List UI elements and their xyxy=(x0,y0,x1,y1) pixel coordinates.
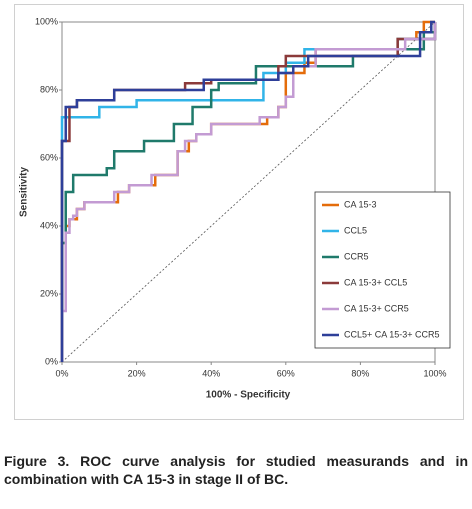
legend-label: CA 15-3+ CCL5 xyxy=(344,277,407,287)
x-tick-label: 80% xyxy=(351,368,369,378)
x-axis-title: 100% - Specificity xyxy=(206,390,291,401)
legend-box xyxy=(314,191,451,349)
x-tick-label: 60% xyxy=(277,368,295,378)
x-tick-label: 100% xyxy=(423,368,446,378)
y-tick-label: 60% xyxy=(40,152,58,162)
roc-curve xyxy=(60,20,435,362)
chart-frame xyxy=(14,4,464,420)
legend-label: CCR5 xyxy=(344,251,369,261)
x-tick-label: 20% xyxy=(128,368,146,378)
y-tick-label: 80% xyxy=(40,84,58,94)
chart: 100% - Specificity Sensitivity 0% 20% 40% 6… xyxy=(19,16,451,401)
y-tick-label: 40% xyxy=(40,220,58,230)
y-tick-label: 20% xyxy=(40,288,58,298)
legend-label: CCL5 xyxy=(344,225,367,235)
legend-label: CA 15-3 xyxy=(344,199,377,209)
figure-caption: Figure 3. ROC curve analysis for studied… xyxy=(4,453,468,487)
y-tick-label: 0% xyxy=(45,356,58,366)
x-tick-label: 0% xyxy=(55,368,68,378)
x-tick-label: 40% xyxy=(202,368,220,378)
reference-diagonal xyxy=(61,21,436,363)
legend-label: CA 15-3+ CCR5 xyxy=(344,303,409,313)
y-tick-label: 100% xyxy=(35,16,58,26)
legend-label: CCL5+ CA 15-3+ CCR5 xyxy=(344,329,440,339)
roc-curve xyxy=(60,22,437,362)
y-axis-title: Sensitivity xyxy=(19,167,30,217)
